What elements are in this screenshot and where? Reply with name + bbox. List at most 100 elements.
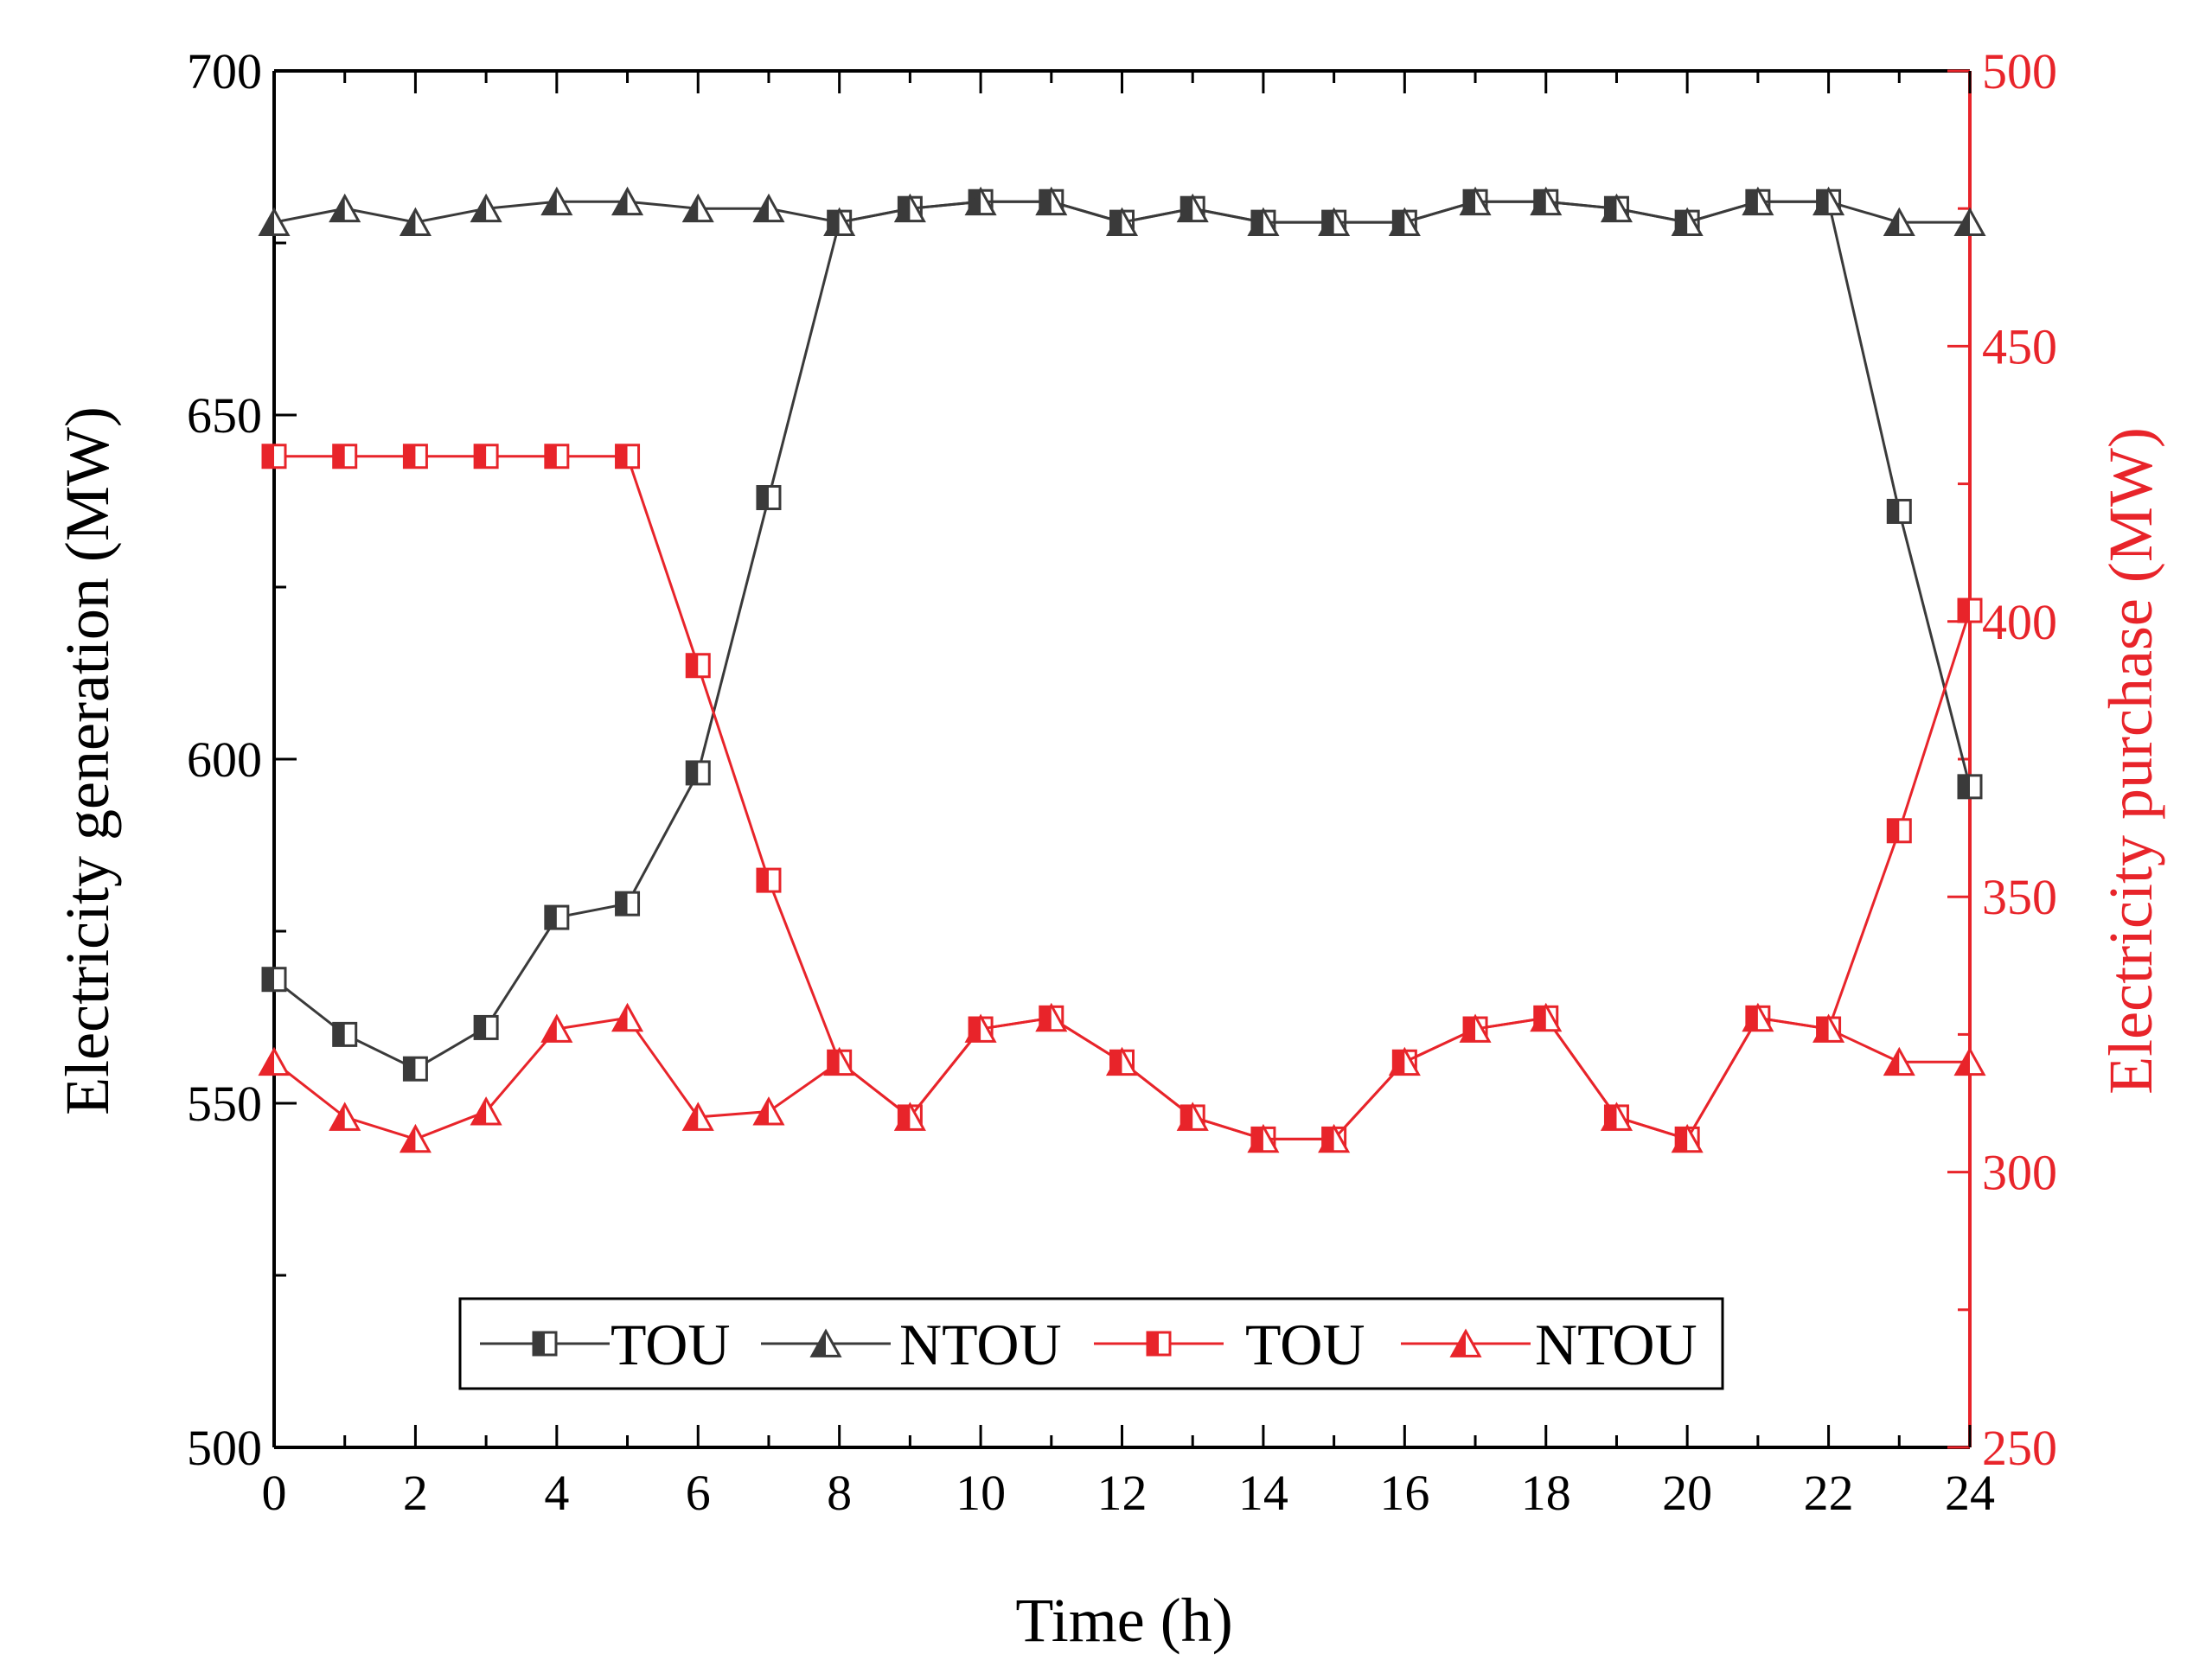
point-left-ntou <box>1671 207 1704 237</box>
point-right-ntou-fill <box>1814 1016 1829 1042</box>
legend-label: TOU <box>1245 1312 1365 1377</box>
point-left-ntou-fill <box>1602 195 1617 221</box>
point-right-tou <box>756 867 782 893</box>
x-tick-label: 2 <box>403 1465 428 1521</box>
point-right-ntou <box>893 1102 926 1131</box>
point-right-ntou-fill <box>1602 1104 1617 1130</box>
point-right-tou-fill <box>263 444 274 468</box>
left-tick-label: 600 <box>187 731 262 788</box>
point-left-tou-fill <box>263 968 274 991</box>
point-right-ntou <box>1953 1046 1986 1076</box>
point-right-ntou-fill <box>967 1016 981 1042</box>
point-right-tou-fill <box>545 444 557 468</box>
point-right-tou-fill <box>616 444 628 468</box>
x-tick-label: 22 <box>1804 1465 1854 1521</box>
point-left-ntou <box>1530 186 1563 216</box>
x-tick-label: 24 <box>1945 1465 1995 1521</box>
point-right-tou-fill <box>1959 599 1970 623</box>
series-layer <box>258 186 1986 1153</box>
legend-label: NTOU <box>1535 1312 1697 1377</box>
point-right-ntou-fill <box>825 1049 840 1075</box>
point-left-ntou <box>1318 207 1351 237</box>
legend-marker-fill <box>1148 1332 1159 1355</box>
point-right-ntou <box>399 1123 432 1153</box>
point-left-tou <box>1957 774 1983 800</box>
point-left-ntou <box>1883 207 1915 237</box>
point-left-ntou-fill <box>684 195 699 221</box>
point-left-ntou-fill <box>401 209 416 235</box>
left-tick-label: 550 <box>187 1076 262 1132</box>
point-left-ntou-fill <box>472 195 487 221</box>
point-right-ntou <box>823 1046 856 1076</box>
point-left-ntou <box>893 193 926 223</box>
point-left-ntou <box>1742 186 1774 216</box>
right-tick-label: 400 <box>1982 594 2057 650</box>
point-right-ntou <box>258 1046 291 1076</box>
point-right-tou <box>544 444 570 469</box>
point-right-ntou <box>1318 1123 1351 1153</box>
point-left-tou <box>261 967 287 993</box>
x-tick-label: 14 <box>1238 1465 1288 1521</box>
point-left-tou-fill <box>475 1016 487 1039</box>
series-left-tou <box>261 188 1983 1082</box>
point-left-ntou-fill <box>260 209 274 235</box>
point-left-tou <box>544 904 570 930</box>
series-line-right-tou <box>274 455 1972 1141</box>
series-right-tou <box>261 444 1983 1152</box>
legend: TOU NTOU TOU NTOU <box>458 1297 1724 1390</box>
point-left-ntou-fill <box>1814 188 1829 214</box>
point-left-tou <box>402 1056 428 1082</box>
point-left-ntou <box>1600 193 1633 223</box>
legend-marker-fill <box>812 1331 826 1357</box>
point-left-ntou-fill <box>1531 188 1546 214</box>
point-right-ntou <box>752 1096 785 1126</box>
point-left-ntou <box>752 193 785 223</box>
point-right-ntou <box>1530 1002 1563 1032</box>
legend-item-left-tou: TOU <box>480 1312 731 1377</box>
point-right-ntou-fill <box>542 1016 557 1042</box>
point-right-ntou-fill <box>1390 1049 1405 1075</box>
point-left-ntou <box>540 186 573 216</box>
series-right-ntou <box>258 1002 1986 1153</box>
point-left-tou-fill <box>545 906 557 929</box>
point-left-ntou-fill <box>1108 209 1122 235</box>
point-left-ntou <box>1388 207 1421 237</box>
point-right-ntou-fill <box>401 1126 416 1152</box>
point-left-ntou-fill <box>967 188 981 214</box>
point-left-tou-fill <box>404 1057 416 1081</box>
point-right-ntou-fill <box>1320 1126 1334 1152</box>
point-left-ntou-fill <box>330 195 345 221</box>
x-tick-label: 0 <box>262 1465 287 1521</box>
legend-marker-fill <box>534 1332 545 1355</box>
point-left-ntou-fill <box>1673 209 1688 235</box>
point-left-ntou-fill <box>542 188 557 214</box>
point-left-ntou <box>1105 207 1139 237</box>
point-right-ntou-fill <box>1461 1016 1476 1042</box>
left-y-axis: 500 550 600 650 700 <box>187 43 297 1476</box>
point-left-ntou <box>681 193 714 223</box>
right-tick-label: 350 <box>1982 869 2057 925</box>
point-right-ntou <box>470 1096 502 1126</box>
point-right-tou <box>1886 818 1912 844</box>
point-right-tou <box>1957 597 1983 623</box>
x-tick-label: 8 <box>827 1465 852 1521</box>
legend-marker <box>1449 1328 1482 1357</box>
point-right-ntou-fill <box>1249 1126 1263 1152</box>
x-tick-label: 6 <box>686 1465 711 1521</box>
point-right-ntou <box>611 1002 644 1032</box>
point-right-ntou <box>1742 1002 1774 1032</box>
point-left-ntou-fill <box>825 209 840 235</box>
legend-item-right-tou: TOU <box>1094 1312 1365 1377</box>
point-right-ntou-fill <box>896 1104 911 1130</box>
point-right-tou <box>615 444 641 469</box>
left-tick-label: 700 <box>187 43 262 99</box>
point-left-tou <box>685 760 711 786</box>
point-left-ntou <box>964 186 997 216</box>
point-right-ntou <box>1459 1013 1492 1043</box>
point-left-tou <box>756 485 782 511</box>
point-left-ntou <box>399 207 432 237</box>
point-right-ntou <box>1671 1123 1704 1153</box>
plot-frame <box>272 69 1972 1449</box>
left-y-axis-title: Electricity generation (MW) <box>53 406 122 1115</box>
series-line-right-ntou <box>273 1016 1970 1141</box>
